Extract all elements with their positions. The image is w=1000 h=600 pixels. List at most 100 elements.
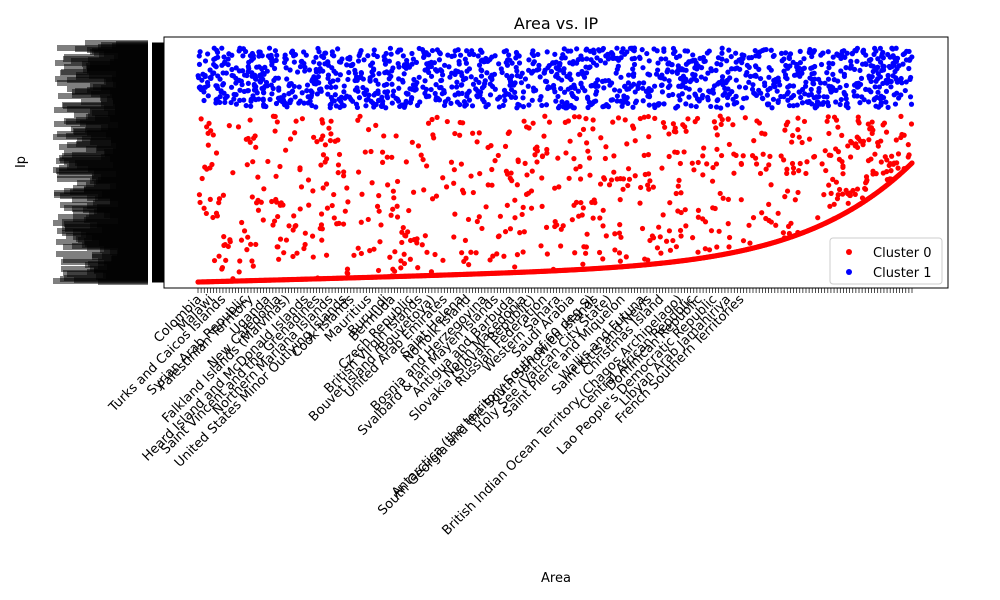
cluster-0-point — [835, 124, 841, 130]
cluster-1-point — [260, 97, 266, 103]
cluster-0-point — [319, 226, 325, 232]
cluster-0-point — [855, 135, 862, 142]
cluster-1-point — [594, 55, 600, 61]
cluster-1-point — [799, 100, 806, 106]
y-tick — [152, 116, 164, 118]
cluster-1-point — [345, 76, 351, 83]
cluster-0-point — [468, 249, 474, 255]
cluster-0-point — [392, 249, 398, 255]
cluster-1-point — [518, 80, 525, 86]
cluster-1-point — [211, 45, 217, 51]
cluster-0-point — [235, 124, 242, 130]
y-tick — [152, 127, 164, 129]
y-tick — [152, 69, 164, 71]
cluster-1-point — [451, 53, 457, 59]
cluster-1-point — [337, 72, 343, 78]
cluster-0-point — [590, 126, 596, 132]
cluster-1-point — [341, 83, 347, 89]
cluster-1-point — [441, 90, 447, 96]
cluster-0-point — [870, 127, 876, 133]
cluster-0-point — [597, 215, 603, 221]
cluster-1-point — [865, 99, 872, 105]
cluster-0-point — [826, 130, 832, 137]
cluster-1-point — [794, 64, 800, 70]
y-tick — [152, 123, 164, 125]
cluster-1-point — [257, 72, 263, 78]
y-tick — [152, 134, 164, 136]
cluster-1-point — [373, 77, 379, 83]
cluster-1-point — [824, 94, 830, 100]
cluster-0-point — [294, 250, 300, 256]
cluster-1-point — [694, 77, 700, 84]
cluster-0-point — [369, 180, 375, 186]
y-tick — [152, 125, 164, 127]
y-tick — [152, 47, 164, 49]
cluster-0-point — [555, 155, 561, 161]
cluster-0-point — [799, 139, 805, 146]
cluster-0-point — [742, 115, 748, 121]
cluster-1-point — [422, 78, 428, 84]
cluster-0-point — [796, 134, 802, 140]
cluster-0-point — [255, 207, 262, 213]
cluster-0-point — [230, 170, 236, 176]
y-tick — [152, 48, 164, 50]
cluster-1-point — [600, 104, 606, 110]
y-tick — [152, 186, 164, 188]
cluster-1-point — [273, 75, 279, 81]
y-tick — [152, 81, 164, 83]
cluster-1-point — [880, 55, 886, 61]
cluster-0-point — [512, 264, 518, 270]
y-tick — [152, 259, 164, 261]
cluster-1-point — [437, 51, 443, 57]
cluster-0-point — [461, 190, 467, 196]
cluster-1-point — [749, 86, 756, 92]
cluster-1-point — [724, 58, 730, 64]
y-tick — [152, 223, 164, 225]
y-tick — [152, 196, 164, 198]
cluster-1-point — [384, 95, 391, 101]
y-tick — [152, 199, 164, 201]
cluster-1-point — [675, 103, 681, 109]
cluster-1-point — [818, 80, 824, 86]
cluster-0-point — [580, 261, 586, 267]
y-tick — [152, 214, 164, 216]
cluster-1-point — [311, 80, 317, 87]
cluster-0-point — [677, 227, 684, 234]
cluster-0-point — [293, 118, 299, 124]
y-tick — [152, 246, 164, 248]
cluster-0-point — [253, 241, 259, 248]
cluster-1-point — [264, 68, 270, 74]
cluster-1-point — [380, 98, 386, 104]
cluster-0-point — [309, 233, 316, 239]
cluster-1-point — [324, 84, 330, 90]
cluster-1-point — [506, 52, 512, 58]
cluster-0-point — [512, 215, 518, 221]
cluster-0-point — [440, 257, 446, 263]
cluster-1-point — [639, 47, 645, 53]
cluster-1-point — [659, 89, 666, 95]
cluster-1-point — [316, 61, 322, 67]
cluster-1-point — [213, 64, 219, 70]
cluster-0-point — [519, 211, 525, 218]
y-tick — [152, 173, 164, 175]
cluster-1-point — [602, 78, 608, 84]
cluster-1-point — [768, 47, 774, 53]
cluster-1-point — [355, 88, 361, 94]
cluster-0-point — [269, 198, 275, 205]
y-tick — [152, 278, 164, 280]
cluster-0-point — [825, 114, 831, 120]
cluster-1-point — [866, 87, 872, 93]
cluster-1-point — [605, 51, 611, 58]
cluster-0-point — [429, 116, 435, 123]
cluster-1-point — [562, 102, 568, 108]
cluster-0-point — [905, 142, 911, 148]
cluster-0-point — [731, 170, 737, 176]
cluster-1-point — [201, 97, 207, 104]
cluster-1-point — [704, 50, 710, 56]
cluster-1-point — [198, 86, 204, 93]
cluster-1-point — [355, 58, 362, 64]
cluster-1-point — [797, 48, 803, 54]
cluster-1-point — [739, 105, 745, 111]
cluster-1-point — [261, 90, 267, 96]
cluster-1-point — [736, 57, 742, 63]
